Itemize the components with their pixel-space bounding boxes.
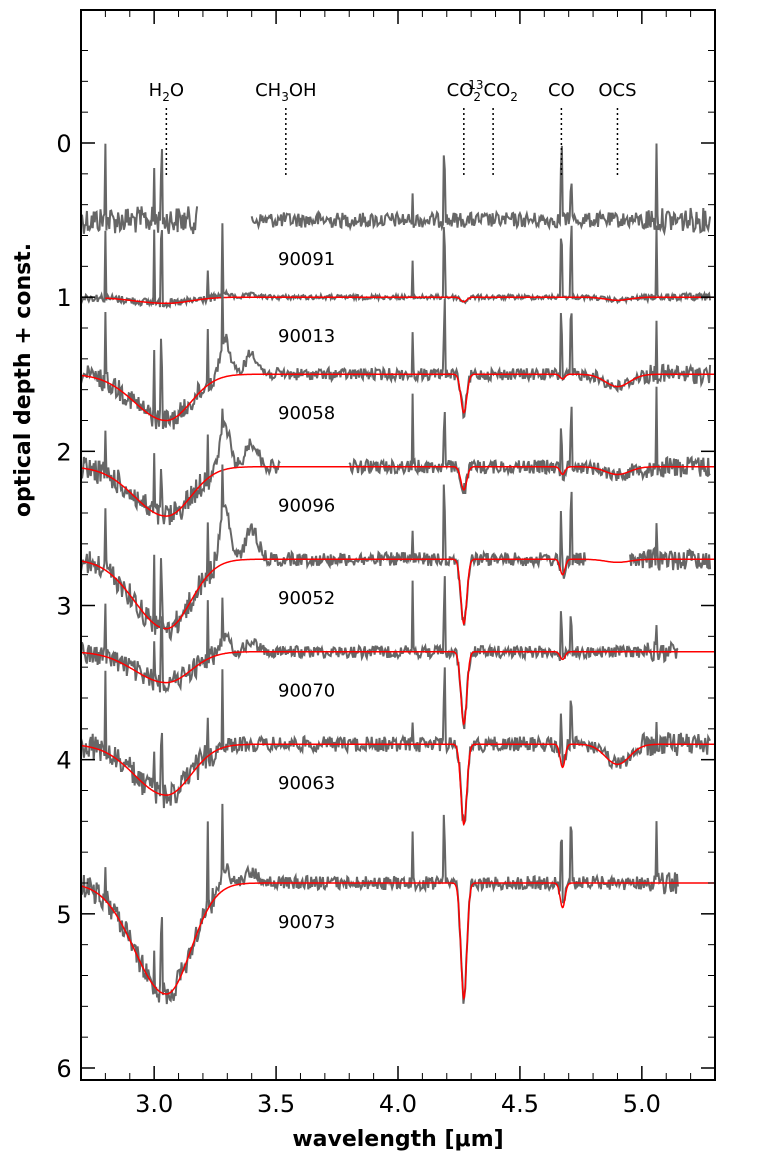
fit-line: [80, 882, 715, 1001]
spectrum-label: 90096: [278, 496, 335, 517]
x-tick-label: 3.5: [257, 1090, 295, 1118]
feature-label: OCS: [598, 80, 636, 101]
spectrum-90091: 90091: [80, 143, 712, 270]
y-tick-label: 4: [56, 747, 71, 775]
axis-ticks: 3.0 3.5 4.0 4.5 5.0 0 1 2 3 4 5 6: [56, 10, 716, 1118]
spectrum-90052: 90052: [80, 464, 715, 642]
x-tick-label: 4.5: [501, 1090, 539, 1118]
feature-label: CH3OH: [255, 80, 316, 104]
y-tick-label: 5: [56, 901, 71, 929]
x-tick-label: 5.0: [623, 1090, 661, 1118]
fit-line: [81, 466, 715, 517]
spectrum-90073: 90073: [80, 803, 715, 1005]
observed-spectrum-line: [80, 464, 712, 642]
series-group: 90091 90013 90058 90096 90052 90070 90063 90073: [80, 143, 715, 1005]
spectrum-label: 90058: [278, 403, 335, 424]
spectrum-90013: 90013: [80, 223, 715, 347]
feature-label: H2O: [149, 80, 184, 104]
spectrum-90070: 90070: [80, 576, 715, 730]
plot-frame: [80, 9, 716, 1081]
y-tick-label: 1: [56, 284, 71, 312]
x-tick-label: 4.0: [379, 1090, 417, 1118]
fit-line: [80, 558, 715, 630]
feature-label: 13CO2: [468, 78, 518, 104]
observed-spectrum-line: [80, 223, 712, 310]
spectrum-label: 90052: [278, 588, 335, 609]
observed-spectrum-line: [80, 803, 679, 1005]
observed-spectrum-line: [80, 576, 679, 730]
spectrum-90063: 90063: [80, 667, 715, 827]
feature-label: CO2: [447, 80, 481, 104]
observed-spectrum-line: [80, 386, 711, 526]
spectrum-label: 90073: [278, 912, 335, 933]
fit-line: [81, 651, 715, 726]
spectrum-label: 90070: [278, 681, 335, 702]
fit-line: [80, 373, 715, 422]
y-tick-label: 0: [56, 130, 71, 158]
spectrum-label: 90063: [278, 773, 335, 794]
feature-label: CO: [548, 80, 575, 101]
y-tick-label: 6: [56, 1055, 71, 1083]
x-axis-title: wavelength [μm]: [292, 1127, 503, 1152]
spectrum-label: 90091: [278, 249, 335, 270]
spectrum-90058: 90058: [80, 279, 715, 430]
observed-spectrum-line: [80, 667, 711, 827]
y-axis-title: optical depth + const.: [11, 243, 36, 517]
observed-spectrum-line: [80, 143, 712, 237]
fit-line: [105, 296, 715, 305]
y-tick-label: 2: [56, 438, 71, 466]
observed-spectrum-line: [80, 279, 712, 430]
x-tick-label: 3.0: [135, 1090, 173, 1118]
spectrum-90096: 90096: [80, 386, 715, 526]
spectrum-label: 90013: [278, 326, 335, 347]
y-tick-label: 3: [56, 593, 71, 621]
fit-line: [80, 743, 715, 826]
